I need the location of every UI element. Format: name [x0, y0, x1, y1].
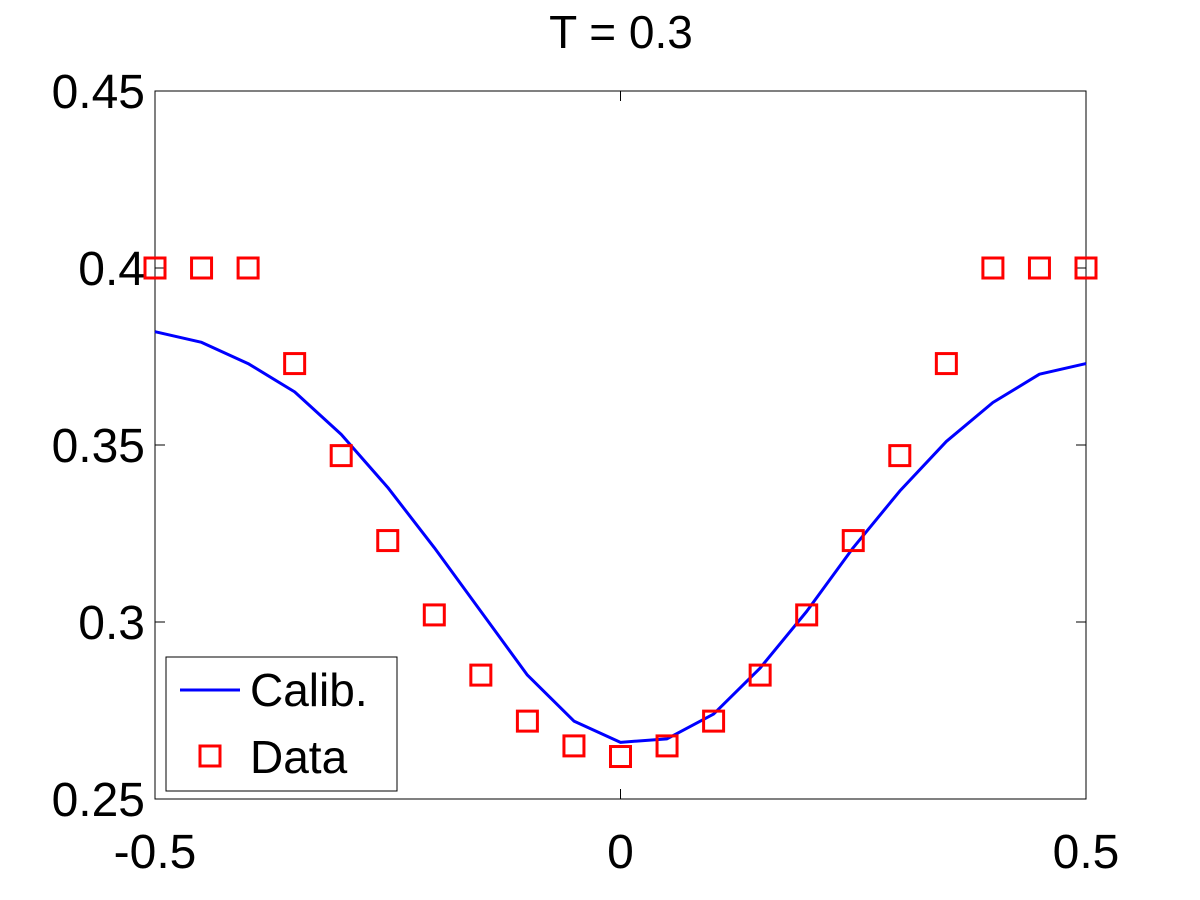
data-point-marker [376, 529, 400, 553]
data-point-marker [190, 256, 214, 280]
legend-box [165, 656, 398, 792]
data-point-marker [934, 352, 958, 376]
data-point-marker [283, 352, 307, 376]
data-point-marker [1074, 256, 1098, 280]
legend-swatch-data [198, 744, 222, 768]
data-point-marker [469, 663, 493, 687]
data-point-marker [609, 745, 632, 769]
legend-label-calib: Calib. [250, 664, 368, 716]
y-tick-label: 0.35 [52, 420, 145, 473]
y-tick-label: 0.4 [78, 243, 145, 296]
data-point-marker [702, 709, 726, 733]
legend-label-data: Data [250, 731, 348, 783]
data-point-marker [888, 444, 912, 468]
data-point-marker [236, 256, 260, 280]
data-point-marker [841, 529, 865, 553]
y-tick-label: 0.45 [52, 66, 145, 119]
series-layer [143, 256, 1098, 769]
y-tick-label: 0.25 [52, 774, 145, 827]
axis-ticks [154, 90, 1087, 800]
y-axis-tick-labels: 0.25 0.3 0.35 0.4 0.45 [52, 66, 145, 827]
legend: Calib. Data [165, 656, 398, 792]
x-tick-label: -0.5 [114, 826, 197, 879]
data-point-marker [329, 444, 353, 468]
x-axis-tick-labels: -0.5 0 0.5 [114, 826, 1120, 879]
series-line-calib [154, 330, 1087, 744]
x-tick-label: 0 [607, 826, 634, 879]
y-tick-label: 0.3 [78, 597, 145, 650]
data-point-marker [422, 603, 446, 627]
x-tick-label: 0.5 [1053, 826, 1120, 879]
data-point-marker [655, 734, 679, 758]
data-point-marker [1027, 256, 1051, 280]
data-point-marker [143, 256, 167, 280]
data-point-marker [748, 663, 772, 687]
data-point-marker [562, 734, 586, 758]
data-point-marker [515, 709, 539, 733]
data-point-marker [795, 603, 819, 627]
chart-title: T = 0.3 [549, 6, 693, 58]
data-point-marker [981, 256, 1005, 280]
